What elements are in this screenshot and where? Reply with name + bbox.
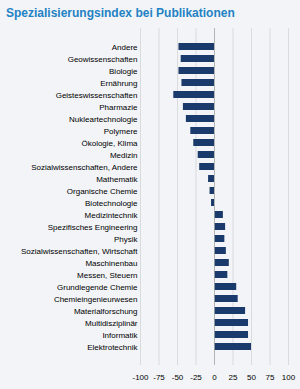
svg-text:50: 50 xyxy=(247,374,256,383)
svg-text:Spezifisches Engineering: Spezifisches Engineering xyxy=(48,223,138,232)
svg-text:Geowissenschaften: Geowissenschaften xyxy=(68,55,138,64)
svg-text:0: 0 xyxy=(212,374,217,383)
svg-text:Mathematik: Mathematik xyxy=(96,175,138,184)
svg-text:Messen, Steuern: Messen, Steuern xyxy=(77,271,137,280)
svg-text:Nukleartechnologie: Nukleartechnologie xyxy=(69,115,138,124)
svg-text:Geisteswissenschaften: Geisteswissenschaften xyxy=(56,91,138,100)
svg-text:Elektrotechnik: Elektrotechnik xyxy=(87,343,138,352)
svg-text:Biologie: Biologie xyxy=(109,67,138,76)
svg-text:Pharmazie: Pharmazie xyxy=(99,103,138,112)
svg-text:Ökologie, Klima: Ökologie, Klima xyxy=(81,139,138,148)
svg-text:-100: -100 xyxy=(132,374,149,383)
svg-text:Sozialwissenschaften, Andere: Sozialwissenschaften, Andere xyxy=(31,163,138,172)
svg-text:75: 75 xyxy=(266,374,275,383)
svg-text:Grundlegende Chemie: Grundlegende Chemie xyxy=(57,283,138,292)
svg-text:Informatik: Informatik xyxy=(102,331,138,340)
svg-text:Materialforschung: Materialforschung xyxy=(74,307,138,316)
svg-text:25: 25 xyxy=(229,374,238,383)
svg-text:Ernährung: Ernährung xyxy=(100,79,137,88)
svg-text:-75: -75 xyxy=(153,374,165,383)
svg-text:-50: -50 xyxy=(172,374,184,383)
svg-text:Physik: Physik xyxy=(114,235,139,244)
svg-text:Chemieingenieurwesen: Chemieingenieurwesen xyxy=(54,295,138,304)
svg-text:100: 100 xyxy=(282,374,296,383)
svg-text:Organische Chemie: Organische Chemie xyxy=(67,187,138,196)
svg-text:Maschinenbau: Maschinenbau xyxy=(85,259,137,268)
html-text:Spezialisierungsindex bei Publ: Spezialisierungsindex bei Publikationen xyxy=(6,6,235,20)
svg-text:Andere: Andere xyxy=(112,43,138,52)
svg-text:Polymere: Polymere xyxy=(104,127,138,136)
svg-text:Biotechnologie: Biotechnologie xyxy=(85,199,138,208)
svg-text:Multidisziplinär: Multidisziplinär xyxy=(85,319,138,328)
svg-text:Medizin: Medizin xyxy=(110,151,138,160)
svg-text:-25: -25 xyxy=(190,374,202,383)
svg-text:Sozialwissenschaften, Wirtscha: Sozialwissenschaften, Wirtschaft xyxy=(21,247,138,256)
svg-text:Medizintechnik: Medizintechnik xyxy=(85,211,139,220)
